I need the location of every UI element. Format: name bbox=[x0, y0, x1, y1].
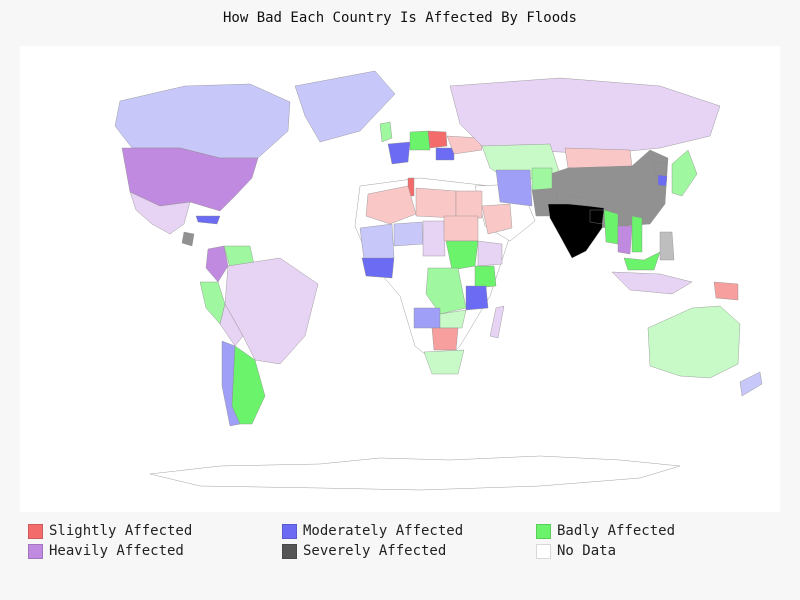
region-france bbox=[387, 141, 411, 165]
region-australia bbox=[647, 305, 741, 379]
legend-label: Moderately Affected bbox=[303, 523, 464, 539]
region-nigeria bbox=[361, 257, 395, 279]
region-north-korea bbox=[653, 161, 667, 177]
region-mongolia bbox=[564, 147, 633, 169]
legend-swatch bbox=[536, 543, 551, 559]
legend-swatch bbox=[536, 523, 551, 539]
world-map bbox=[114, 70, 763, 491]
legend-swatch bbox=[282, 543, 297, 559]
region-poland bbox=[427, 130, 448, 149]
map-title: How Bad Each Country Is Affected By Floo… bbox=[222, 10, 577, 26]
region-vietnam bbox=[631, 215, 643, 253]
region-tanzania bbox=[465, 285, 489, 311]
legend-item-moderately-affected: Moderately Affected bbox=[282, 522, 463, 540]
region-ethiopia bbox=[477, 240, 503, 267]
legend-swatch bbox=[282, 523, 297, 539]
region-egypt bbox=[455, 190, 483, 219]
region-brazil bbox=[224, 257, 319, 365]
legend-item-badly-affected: Badly Affected bbox=[536, 522, 675, 540]
region-sudan bbox=[443, 215, 479, 242]
region-united-kingdom bbox=[379, 121, 393, 143]
legend: Slightly Affected Moderately Affected Ba… bbox=[28, 520, 788, 580]
legend-swatch bbox=[28, 523, 43, 539]
region-saudi-arabia bbox=[481, 203, 513, 235]
region-romania bbox=[435, 147, 455, 161]
legend-label: Severely Affected bbox=[303, 543, 447, 559]
region-afghanistan bbox=[531, 167, 553, 191]
legend-item-no-data: No Data bbox=[536, 542, 616, 560]
region-south-korea bbox=[657, 174, 668, 187]
region-bangladesh bbox=[589, 209, 605, 225]
region-iran bbox=[495, 169, 533, 207]
region-guatemala bbox=[181, 231, 195, 247]
legend-label: Slightly Affected bbox=[49, 523, 193, 539]
region-chad bbox=[422, 220, 446, 257]
region-greenland bbox=[294, 70, 396, 143]
region-papua-new-guinea bbox=[713, 281, 739, 301]
region-thailand bbox=[617, 225, 633, 255]
region-philippines bbox=[659, 231, 675, 261]
region-mexico bbox=[129, 191, 191, 235]
region-peru bbox=[199, 281, 226, 325]
region-colombia bbox=[205, 245, 229, 283]
region-argentina bbox=[231, 345, 266, 425]
region-russia bbox=[449, 77, 721, 155]
region-algeria bbox=[365, 185, 417, 225]
region-ukraine bbox=[446, 135, 483, 155]
region-madagascar bbox=[489, 305, 505, 339]
landmass-antarctica bbox=[149, 455, 681, 491]
region-zimbabwe bbox=[431, 327, 459, 351]
legend-label: Badly Affected bbox=[557, 523, 676, 539]
region-zambia bbox=[439, 309, 467, 329]
region-dr-congo bbox=[425, 267, 467, 315]
legend-label: Heavily Affected bbox=[49, 543, 184, 559]
legend-item-slightly-affected: Slightly Affected bbox=[28, 522, 192, 540]
region-niger bbox=[393, 221, 424, 247]
region-new-zealand bbox=[739, 371, 763, 397]
region-germany bbox=[409, 130, 431, 151]
legend-label: No Data bbox=[557, 543, 617, 559]
legend-item-severely-affected: Severely Affected bbox=[282, 542, 446, 560]
region-mali bbox=[359, 223, 395, 261]
region-cuba bbox=[195, 215, 221, 225]
region-indonesia bbox=[611, 271, 693, 295]
legend-item-heavily-affected: Heavily Affected bbox=[28, 542, 184, 560]
region-angola bbox=[413, 307, 441, 329]
region-libya bbox=[415, 187, 457, 219]
map-layer bbox=[114, 70, 763, 491]
region-myanmar bbox=[603, 209, 619, 245]
region-south-africa bbox=[423, 349, 465, 375]
region-canada bbox=[114, 83, 291, 159]
region-japan bbox=[671, 149, 698, 197]
map-panel bbox=[20, 46, 780, 512]
region-bolivia bbox=[219, 303, 244, 347]
region-kenya bbox=[474, 265, 497, 289]
legend-swatch bbox=[28, 543, 43, 559]
region-malaysia bbox=[623, 251, 661, 271]
